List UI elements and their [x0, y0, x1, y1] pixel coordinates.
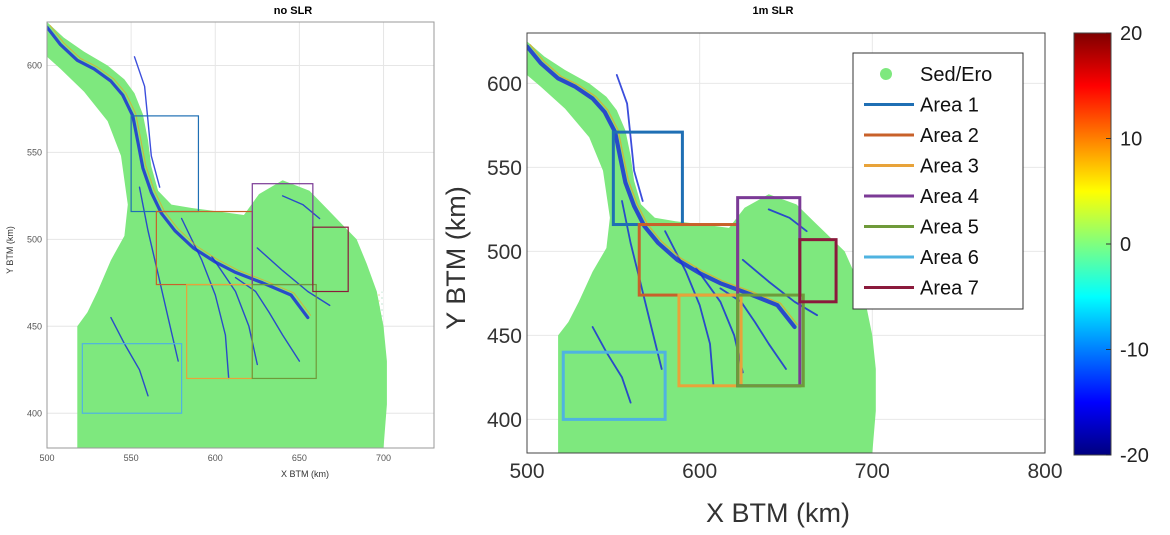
legend: Sed/Ero Area 1 Area 2 Area 3 Area 4 Area 5 Are… — [852, 52, 1024, 310]
channel-line — [180, 217, 230, 380]
channel-line — [281, 195, 321, 220]
x-axis-label: X BTM (km) — [706, 498, 850, 528]
channel-line — [234, 276, 301, 362]
colorbar-tick-label: -10 — [1120, 340, 1149, 362]
y-tick-label: 450 — [27, 321, 42, 331]
legend-label: Sed/Ero — [920, 64, 992, 86]
x-tick-label: 650 — [292, 453, 307, 463]
deposition-line — [529, 43, 799, 326]
area-box — [677, 293, 743, 388]
channel-line — [719, 287, 787, 370]
channel-line — [591, 326, 632, 404]
colorbar: -20 -10 0 10 20 — [1073, 23, 1149, 467]
legend-item: Area 5 — [864, 217, 979, 239]
legend-item: Area 2 — [864, 125, 979, 147]
y-axis-label: Y BTM (km) — [5, 226, 15, 274]
channel-line — [741, 258, 819, 317]
deposition-line — [49, 24, 312, 316]
channel-line — [615, 74, 644, 202]
area-box — [561, 350, 667, 421]
channel-line — [621, 200, 663, 370]
legend-box — [852, 52, 1024, 310]
x-tick-label: 700 — [855, 460, 890, 483]
colorbar-tick-label: 10 — [1120, 129, 1142, 151]
x-tick-label: 600 — [682, 460, 717, 483]
plot-frame — [46, 21, 435, 449]
channel-lines — [47, 24, 331, 397]
legend-label: Area 3 — [920, 156, 979, 178]
colorbar-gradient — [1073, 32, 1112, 456]
y-tick-labels: 400 450 500 550 600 — [487, 73, 522, 432]
colorbar-tick-label: -20 — [1120, 445, 1149, 467]
legend-label: Area 4 — [920, 186, 979, 208]
legend-item: Area 4 — [864, 186, 979, 208]
area-box — [312, 226, 349, 293]
x-tick-labels: 500 550 600 650 700 — [39, 453, 391, 463]
x-tick-label: 500 — [509, 460, 544, 483]
chart-panel-1m-slr: 1m SLR 500 600 700 800 400 450 500 550 600 X BT… — [441, 5, 1063, 528]
legend-item: Area 3 — [864, 156, 979, 178]
legend-item: Sed/Ero — [880, 64, 992, 86]
legend-item: Area 6 — [864, 247, 979, 269]
x-axis-label: X BTM (km) — [281, 469, 329, 479]
plot-frame — [526, 32, 1046, 454]
area-boxes — [561, 130, 838, 421]
x-tick-label: 800 — [1027, 460, 1062, 483]
area-boxes — [81, 115, 349, 414]
channel-line — [110, 316, 149, 397]
y-tick-label: 400 — [487, 409, 522, 432]
legend-label: Area 6 — [920, 247, 979, 269]
y-tick-label: 550 — [487, 157, 522, 180]
x-tick-label: 550 — [124, 453, 139, 463]
y-tick-label: 500 — [27, 234, 42, 244]
channel-line — [47, 25, 310, 320]
legend-marker — [880, 68, 892, 80]
x-tick-labels: 500 600 700 800 — [509, 460, 1062, 483]
panel-title: 1m SLR — [753, 5, 794, 17]
area-box — [251, 283, 317, 380]
estuary-domain — [47, 22, 387, 448]
estuary-domain — [527, 41, 876, 453]
channel-line — [256, 247, 331, 307]
y-tick-label: 600 — [27, 61, 42, 71]
legend-item: Area 7 — [864, 278, 979, 300]
x-tick-label: 600 — [208, 453, 223, 463]
legend-item: Area 1 — [864, 95, 979, 117]
legend-label: Area 1 — [920, 95, 979, 117]
panel-title: no SLR — [274, 5, 313, 17]
x-tick-label: 700 — [376, 453, 391, 463]
legend-label: Area 2 — [920, 125, 979, 147]
channel-line — [664, 230, 715, 387]
area-box — [736, 293, 805, 388]
area-box — [81, 343, 183, 414]
channel-line — [211, 256, 258, 366]
channel-line — [527, 44, 797, 330]
y-tick-label: 600 — [487, 73, 522, 96]
channel-line — [133, 56, 161, 188]
y-axis-label: Y BTM (km) — [441, 186, 471, 330]
y-tick-label: 400 — [27, 408, 42, 418]
chart-panel-no-slr: no SLR 500 550 600 650 700 400 450 500 550 600 X… — [5, 5, 435, 479]
x-tick-label: 500 — [39, 453, 54, 463]
legend-label: Area 5 — [920, 217, 979, 239]
y-tick-label: 500 — [487, 241, 522, 264]
colorbar-tick-label: 0 — [1120, 234, 1131, 256]
legend-label: Area 7 — [920, 278, 979, 300]
y-tick-label: 450 — [487, 325, 522, 348]
y-tick-label: 550 — [27, 148, 42, 158]
y-tick-labels: 400 450 500 550 600 — [27, 61, 42, 419]
channel-line — [138, 186, 179, 362]
area-box — [798, 238, 838, 304]
colorbar-tick-labels: -20 -10 0 10 20 — [1106, 23, 1149, 467]
colorbar-tick-label: 20 — [1120, 23, 1142, 45]
